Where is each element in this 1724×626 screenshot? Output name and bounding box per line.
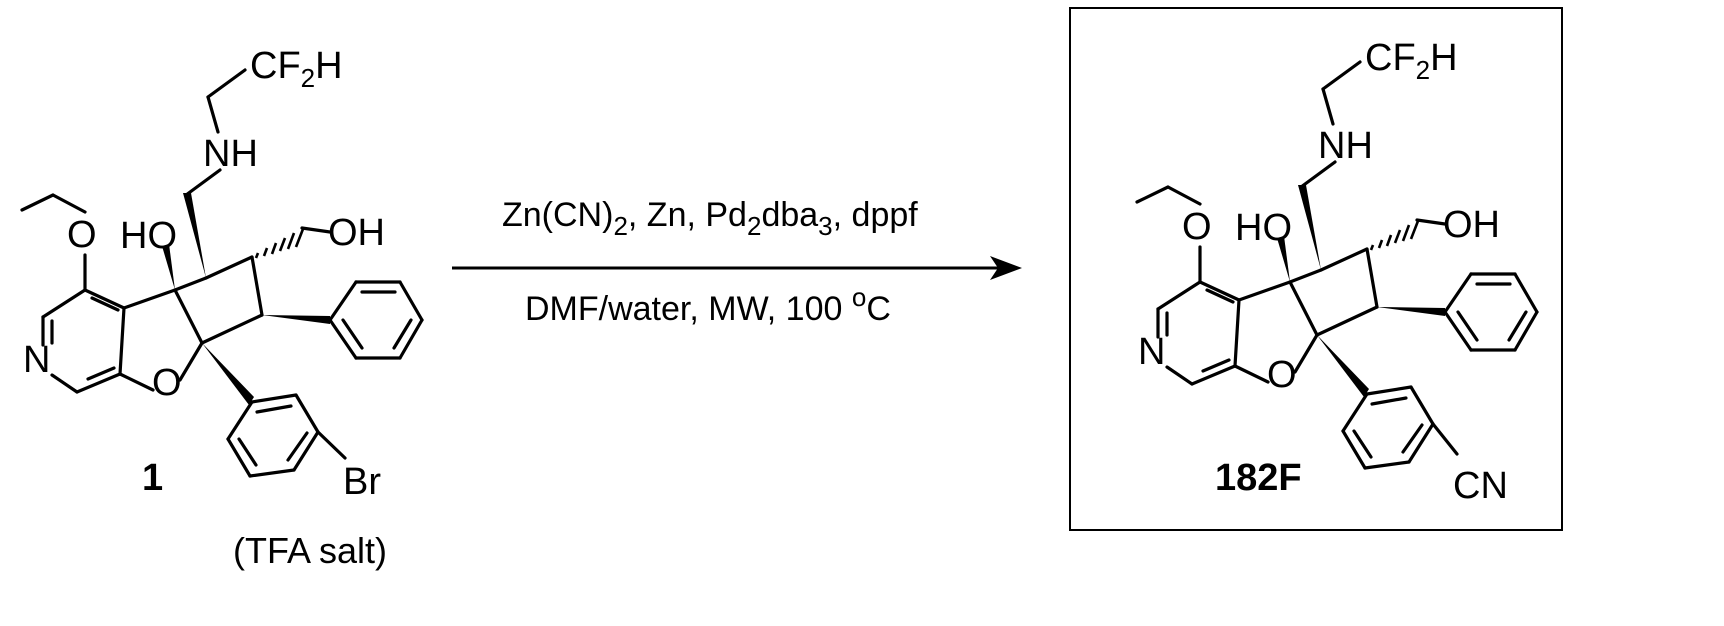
- sm-cf2h-label: CF2H: [250, 45, 343, 93]
- pr-furan-o-label: O: [1267, 354, 1297, 396]
- starting-material-bonds: [22, 70, 422, 476]
- pr-ho-label: HO: [1235, 207, 1292, 249]
- sm-methoxy-o-label: O: [67, 214, 97, 256]
- conditions-text: DMF/water, MW, 100 oC: [525, 282, 891, 328]
- starting-material-label: 1: [142, 457, 163, 499]
- sm-ho-label: HO: [120, 215, 177, 257]
- sm-br-label: Br: [343, 461, 381, 503]
- sm-pyridine-n-label: N: [23, 339, 50, 381]
- pr-oh-label: OH: [1443, 204, 1500, 246]
- starting-material-stereo-bonds: [162, 193, 330, 405]
- pr-nh-label: NH: [1318, 125, 1373, 167]
- sm-oh-label: OH: [328, 212, 385, 254]
- starting-material-salt-note: (TFA salt): [233, 530, 387, 571]
- pr-pyridine-n-label: N: [1138, 331, 1165, 373]
- reagents-text: Zn(CN)2, Zn, Pd2dba3, dppf: [502, 196, 918, 241]
- product-bonds: [1137, 62, 1537, 468]
- sm-nh-label: NH: [203, 133, 258, 175]
- product-structure: CF2H NH O HO OH N O CN 182F: [1137, 37, 1537, 507]
- pr-methoxy-o-label: O: [1182, 206, 1212, 248]
- starting-material-atom-labels: CF2H NH O HO OH N O Br: [23, 45, 385, 503]
- product-atom-labels: CF2H NH O HO OH N O CN: [1138, 37, 1508, 507]
- pr-cn-label: CN: [1453, 465, 1508, 507]
- product-stereo-bonds: [1277, 185, 1445, 397]
- sm-furan-o-label: O: [152, 362, 182, 404]
- reaction-arrow-group: Zn(CN)2, Zn, Pd2dba3, dppf DMF/water, MW…: [452, 196, 1022, 328]
- product-label: 182F: [1215, 457, 1302, 499]
- product-box: [1070, 8, 1562, 530]
- starting-material-structure: CF2H NH O HO OH N O Br 1 (TFA salt): [22, 45, 422, 571]
- pr-cf2h-label: CF2H: [1365, 37, 1458, 85]
